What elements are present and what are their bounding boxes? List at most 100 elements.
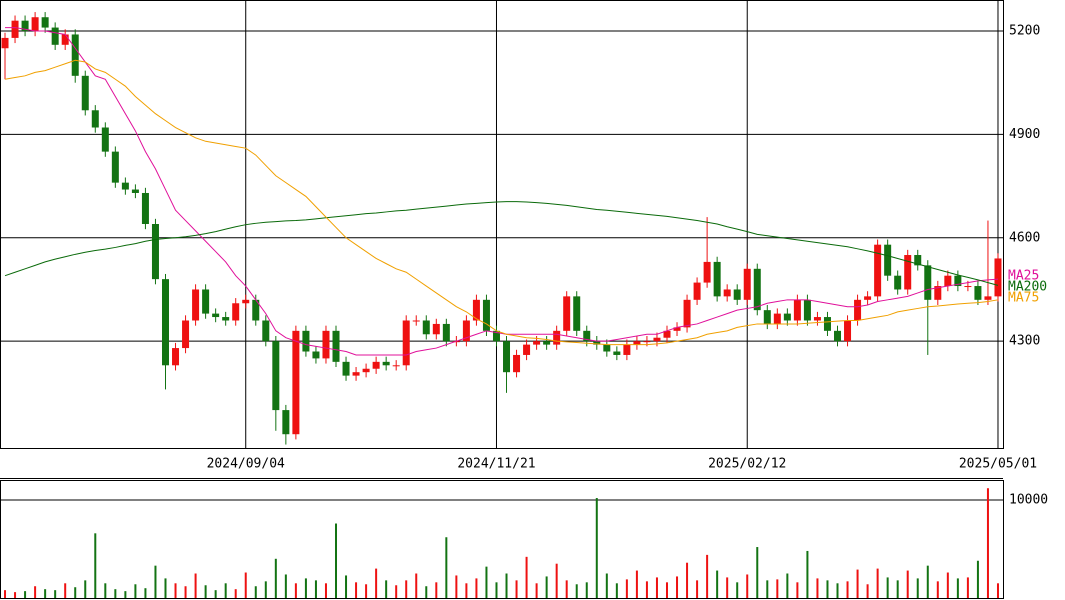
- volume-bar: [244, 572, 247, 598]
- volume-bar: [14, 592, 17, 598]
- volume-bar: [786, 573, 789, 598]
- volume-bar: [866, 584, 869, 598]
- volume-bar: [635, 570, 638, 598]
- candle-body: [212, 313, 220, 318]
- candle-body: [803, 299, 811, 321]
- volume-bar: [996, 583, 999, 598]
- volume-bar: [304, 578, 307, 598]
- candle-body: [312, 351, 320, 359]
- volume-bar: [425, 586, 428, 598]
- volume-bar: [896, 580, 899, 598]
- volume-bar: [34, 586, 37, 598]
- ma-line: [4, 201, 999, 286]
- price-frame: [0, 0, 1004, 449]
- volume-bar: [134, 584, 137, 598]
- candle-body: [161, 279, 169, 366]
- volume-bar: [565, 580, 568, 598]
- candle-body: [904, 255, 912, 290]
- candle-body: [783, 313, 791, 321]
- volume-bar: [856, 569, 859, 598]
- volume-bar: [736, 582, 739, 598]
- candle-body: [543, 341, 551, 345]
- ma-line: [4, 59, 999, 346]
- candle-body: [222, 317, 230, 321]
- candle-body: [402, 320, 410, 366]
- candle-body: [252, 299, 260, 321]
- volume-bar: [174, 583, 177, 598]
- volume-bar: [706, 554, 709, 598]
- volume-bar: [154, 565, 157, 598]
- volume-bar: [405, 580, 408, 598]
- candle-body: [302, 330, 310, 352]
- volume-bar: [976, 560, 979, 598]
- candle-body: [723, 289, 731, 297]
- volume-bar: [756, 547, 759, 598]
- candle-body: [121, 182, 129, 190]
- candle-body: [623, 344, 631, 355]
- candle-body: [743, 268, 751, 300]
- volume-bar: [655, 577, 658, 598]
- candle-body: [703, 261, 711, 283]
- candle-body: [894, 275, 902, 290]
- legend-label: MA25: [1008, 269, 1039, 284]
- candle-body: [503, 341, 511, 373]
- volume-bar: [605, 573, 608, 598]
- candle-body: [613, 351, 621, 355]
- volume-bar: [204, 585, 207, 598]
- candle-body: [523, 344, 531, 355]
- candle-body: [392, 365, 400, 367]
- candle-body: [101, 127, 109, 152]
- volume-bar: [505, 573, 508, 598]
- volume-bar: [625, 579, 628, 598]
- volume-bar: [515, 580, 518, 598]
- candle-body: [352, 372, 360, 376]
- volume-bar: [916, 578, 919, 598]
- volume-bar: [415, 573, 418, 598]
- volume-bar: [836, 583, 839, 598]
- candle-body: [111, 151, 119, 183]
- volume-bar: [224, 583, 227, 598]
- candle-body: [51, 27, 59, 45]
- volume-bar: [84, 580, 87, 598]
- volume-bar: [445, 537, 448, 598]
- volume-bar: [254, 586, 257, 598]
- volume-bar: [274, 558, 277, 598]
- volume-bar: [365, 584, 368, 598]
- volume-bar: [214, 590, 217, 598]
- candle-body: [272, 341, 280, 411]
- volume-bar: [585, 582, 588, 598]
- volume-bar: [184, 586, 187, 598]
- volume-bar: [716, 570, 719, 598]
- volume-bar: [355, 582, 358, 598]
- candle-body: [874, 244, 882, 297]
- candle-body: [131, 189, 139, 193]
- candle-body: [182, 320, 190, 349]
- volume-bar: [294, 583, 297, 598]
- legend-label: MA200: [1008, 280, 1047, 295]
- candle-body: [844, 320, 852, 342]
- candle-body: [763, 310, 771, 324]
- volume-bar: [485, 566, 488, 598]
- volume-bar: [385, 580, 388, 598]
- legend-label: MA75: [1008, 291, 1039, 306]
- x-tick-label: 2024/09/04: [207, 457, 285, 472]
- volume-bar: [776, 579, 779, 598]
- volume-bar: [846, 581, 849, 598]
- volume-bar: [44, 589, 47, 598]
- volume-bar: [104, 583, 107, 598]
- candle-body: [573, 296, 581, 331]
- y-tick-label: 4300: [1009, 334, 1040, 349]
- volume-bar: [746, 574, 749, 598]
- candle-body: [382, 361, 390, 366]
- volume-bar: [936, 581, 939, 598]
- volume-bar: [555, 563, 558, 598]
- volume-bar: [375, 568, 378, 598]
- candle-body: [332, 330, 340, 362]
- candle-body: [412, 320, 420, 322]
- candle-body: [242, 299, 250, 304]
- candle-body: [944, 275, 952, 287]
- candle-body: [31, 17, 39, 32]
- candle-body: [773, 313, 781, 324]
- candle-body: [984, 296, 992, 300]
- volume-bar: [956, 578, 959, 598]
